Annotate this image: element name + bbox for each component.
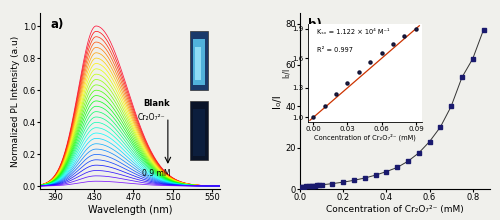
Bar [194,109,205,156]
Bar [190,31,208,90]
Bar [194,39,205,85]
Y-axis label: Normalized PL Intensity (a.u): Normalized PL Intensity (a.u) [11,36,20,167]
Bar [190,101,208,160]
X-axis label: Wavelength (nm): Wavelength (nm) [88,205,172,215]
Text: b): b) [308,18,322,31]
X-axis label: Concentration of Cr₂O₇²⁻ (mM): Concentration of Cr₂O₇²⁻ (mM) [326,205,464,214]
Y-axis label: I₀/I: I₀/I [272,94,282,108]
Text: 0.9 mM: 0.9 mM [142,169,171,178]
Bar [196,47,202,80]
Text: Cr₂O₇²⁻: Cr₂O₇²⁻ [138,113,165,122]
Text: a): a) [51,18,64,31]
Text: Blank: Blank [143,99,170,108]
